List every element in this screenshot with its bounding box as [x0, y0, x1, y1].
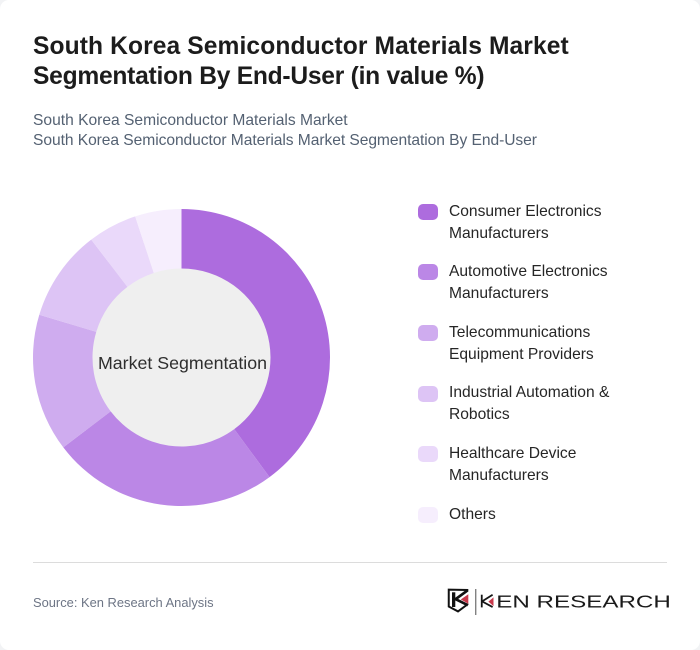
svg-text:EN RESEARCH: EN RESEARCH	[496, 591, 671, 611]
